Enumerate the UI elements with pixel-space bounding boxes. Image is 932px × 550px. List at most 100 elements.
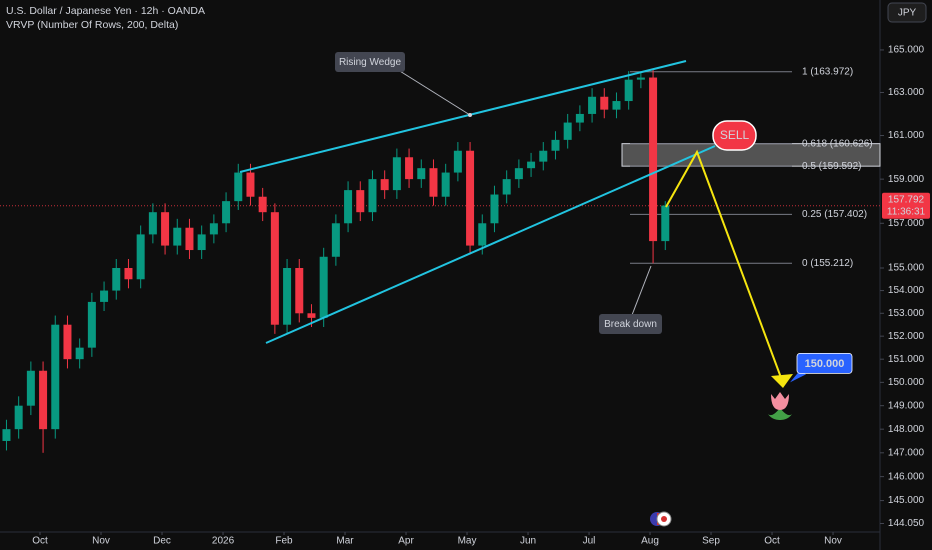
x-tick-label: Oct xyxy=(764,536,780,547)
candle-body xyxy=(649,77,658,242)
candle-body xyxy=(356,190,365,213)
candle-body xyxy=(185,227,194,251)
candle-body xyxy=(405,157,414,180)
x-tick-label: Jun xyxy=(520,536,536,547)
candle-body xyxy=(112,267,121,291)
x-tick-label: Apr xyxy=(398,536,414,547)
y-tick-label: 146.000 xyxy=(888,471,925,482)
y-tick-label: 152.000 xyxy=(888,331,925,342)
x-tick-label: 2026 xyxy=(212,536,235,547)
candle-body xyxy=(466,150,475,246)
tulip-icon xyxy=(768,392,792,420)
y-tick-label: 159.000 xyxy=(888,174,925,185)
y-tick-label: 147.000 xyxy=(888,447,925,458)
candle-body xyxy=(100,290,109,302)
wedge-lower xyxy=(265,145,716,344)
candle-body xyxy=(539,150,548,162)
candle-body xyxy=(124,267,133,280)
annotation: Break down xyxy=(604,319,657,330)
candle-body xyxy=(417,168,426,180)
candle-body xyxy=(258,196,267,213)
x-tick-label: Feb xyxy=(275,536,293,547)
callout-box xyxy=(599,314,662,334)
sell-badge xyxy=(712,120,757,151)
candle-body xyxy=(453,150,462,173)
candle-body xyxy=(307,313,316,318)
candle-body xyxy=(26,370,35,406)
candle-body xyxy=(624,79,633,102)
candle-body xyxy=(14,405,23,430)
x-tick-label: Aug xyxy=(641,536,659,547)
x-tick-label: Jul xyxy=(583,536,596,547)
candle-body xyxy=(197,234,206,251)
y-tick-label: 153.000 xyxy=(888,308,925,319)
currency-label[interactable]: JPY xyxy=(898,8,917,19)
currency-button[interactable] xyxy=(887,2,927,23)
fib-label: 0.618 (160.626) xyxy=(802,138,873,149)
candle-body xyxy=(514,168,523,180)
symbol-title: U.S. Dollar / Japanese Yen · 12h · OANDA xyxy=(6,5,205,17)
target-box xyxy=(796,352,853,374)
y-tick-label: 150.000 xyxy=(888,377,925,388)
candle-body xyxy=(87,301,96,348)
fib-label: 0.5 (159.592) xyxy=(802,161,862,172)
annotation: Rising Wedge xyxy=(339,57,402,68)
callout-box xyxy=(335,52,405,72)
candle-body xyxy=(344,190,353,224)
candle-body xyxy=(331,223,340,257)
candle-body xyxy=(661,205,670,242)
x-tick-label: Oct xyxy=(32,536,48,547)
y-tick-label: 151.000 xyxy=(888,354,925,365)
candle-body xyxy=(551,139,560,151)
price-tag-value: 157.792 xyxy=(888,194,925,205)
price-tag xyxy=(882,192,930,219)
candle-body xyxy=(575,113,584,123)
candle-body xyxy=(234,172,243,202)
x-tick-label: Mar xyxy=(336,536,354,547)
candle-body xyxy=(380,179,389,191)
candle-body xyxy=(441,172,450,197)
y-tick-label: 144.050 xyxy=(888,518,925,529)
annotation: SELL xyxy=(720,128,750,142)
x-tick-label: Sep xyxy=(702,536,720,547)
candle-body xyxy=(502,179,511,195)
candle-body xyxy=(246,172,255,197)
candle-body xyxy=(429,168,438,197)
plot xyxy=(0,69,881,453)
y-tick-label: 165.000 xyxy=(888,45,925,56)
fib-label: 0 (155.212) xyxy=(802,258,853,269)
candle-body xyxy=(368,179,377,213)
candle-body xyxy=(295,267,304,314)
candle-body xyxy=(148,212,157,235)
candle-body xyxy=(222,201,231,224)
candle-body xyxy=(161,212,170,246)
indicator-label: VRVP (Number Of Rows, 200, Delta) xyxy=(6,19,178,31)
y-tick-label: 157.000 xyxy=(888,218,925,229)
price-tag-countdown: 11:36:31 xyxy=(887,206,926,217)
candle-body xyxy=(636,77,645,80)
callout-line xyxy=(394,67,471,116)
y-tick-label: 161.000 xyxy=(888,130,925,141)
candle-body xyxy=(209,223,218,235)
candle-body xyxy=(270,212,279,325)
y-tick-label: 149.000 xyxy=(888,400,925,411)
candle-body xyxy=(527,161,536,169)
candle-body xyxy=(136,234,145,280)
x-tick-label: Dec xyxy=(153,536,171,547)
candle-body xyxy=(39,370,48,430)
candle-body xyxy=(173,227,182,246)
callout-line xyxy=(631,265,652,316)
candle-body xyxy=(75,347,84,360)
event-flags xyxy=(650,511,672,527)
fib-label: 0.25 (157.402) xyxy=(802,209,867,220)
y-tick-label: 163.000 xyxy=(888,87,925,98)
candle-body xyxy=(51,324,60,430)
callout-dot xyxy=(468,113,472,117)
candle-body xyxy=(588,96,597,114)
target-label: 150.000 xyxy=(805,358,845,370)
fib-label: 1 (163.972) xyxy=(802,66,853,77)
projection-arrow xyxy=(665,149,784,384)
